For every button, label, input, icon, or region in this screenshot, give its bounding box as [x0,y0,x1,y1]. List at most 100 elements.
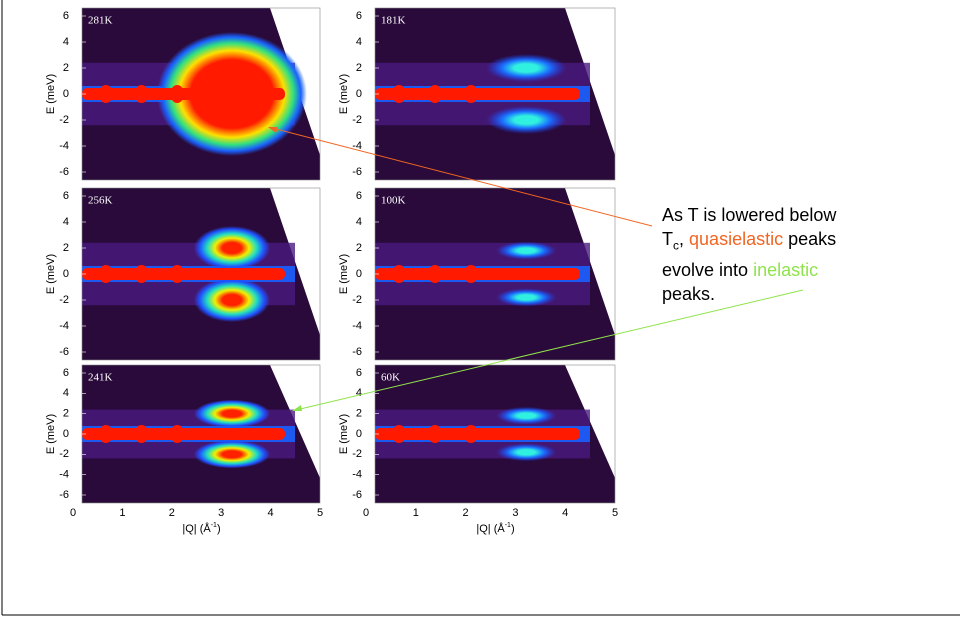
panel: 241K 6 4 2 0 -2 -4 -6 E (meV) [45,364,321,504]
intensity-peak [486,106,567,134]
y-tick-label: 0 [356,268,362,280]
x-axis-label: ) [511,523,515,535]
arrow [295,289,804,411]
y-tick-label: -2 [59,114,69,126]
x-tick-label: 3 [218,507,224,519]
panel-label: 100K [381,195,406,207]
y-tick-label: -2 [352,294,362,306]
annotation-text: c [673,238,679,253]
elastic-line [98,265,113,283]
elastic-line [392,265,406,283]
y-tick-label: -4 [352,320,362,332]
y-tick-label: 6 [63,190,69,202]
y-axis-label: E (meV) [45,74,57,114]
annotation-text: inelastic [753,259,819,280]
elastic-line [170,425,185,443]
x-axis-label: ) [217,523,221,535]
panel-label: 181K [381,15,406,27]
y-tick-label: 6 [356,190,362,202]
elastic-line [428,265,442,283]
x-tick-label: 5 [317,507,323,519]
y-tick-label: 4 [63,36,69,48]
y-tick-label: 2 [63,62,69,74]
elastic-line [98,425,113,443]
intensity-peak [193,440,270,469]
elastic-line [170,85,185,103]
intensity-peak [486,54,567,82]
y-tick-label: 0 [63,268,69,280]
x-tick-label: 1 [119,507,125,519]
annotation-text: T [662,229,673,249]
x-tick-label: 4 [268,507,274,519]
panel: 60K 6 4 2 0 -2 -4 -6 E (meV) [338,364,616,504]
intensity-peak [496,443,557,462]
panel: 281K 6 4 2 0 -2 -4 -6 E (meV) [45,7,321,181]
annotation-text: evolve into [662,259,749,280]
y-tick-label: 4 [63,387,69,399]
annotation-text: As T is lowered below [662,205,837,225]
annotation-text: peaks. [662,283,716,304]
panel-label: 241K [88,372,113,384]
y-axis-label: E (meV) [338,74,350,114]
x-tick-label: 0 [363,507,369,519]
y-tick-label: 4 [356,36,362,48]
y-tick-label: -4 [352,140,362,152]
elastic-line [464,425,478,443]
y-tick-label: -6 [59,489,69,501]
x-tick-label: 0 [70,507,76,519]
y-tick-label: 0 [63,428,69,440]
elastic-line [134,265,149,283]
panel: 256K 6 4 2 0 -2 -4 -6 E (meV) [45,187,321,361]
panel-label: 281K [88,15,113,27]
x-axis-label: |Q| (Å [182,522,211,535]
arrowhead [292,405,302,411]
y-tick-label: -2 [352,114,362,126]
x-tick-label: 3 [512,507,518,519]
y-tick-label: -2 [59,294,69,306]
intensity-peak [193,226,270,270]
y-tick-label: -6 [59,346,69,358]
y-tick-label: 4 [63,216,69,228]
x-tick-label: 2 [463,507,469,519]
y-tick-label: -6 [352,489,362,501]
intensity-peak [496,406,557,425]
y-tick-label: 6 [63,10,69,22]
y-tick-label: 6 [356,10,362,22]
elastic-line [134,425,149,443]
y-tick-label: 2 [63,408,69,420]
y-tick-label: -2 [59,448,69,460]
y-tick-label: -6 [352,346,362,358]
x-tick-label: 5 [612,507,618,519]
y-tick-label: 2 [356,408,362,420]
arrowhead [268,127,278,133]
y-tick-label: 6 [63,367,69,379]
y-tick-label: -6 [59,166,69,178]
panel-label: 256K [88,195,113,207]
x-axis-label: |Q| (Å-1) [476,522,514,535]
y-tick-label: 0 [63,88,69,100]
y-tick-label: 2 [63,242,69,254]
elastic-line [392,85,406,103]
elastic-line [464,265,478,283]
y-tick-label: 2 [356,242,362,254]
elastic-line [134,85,149,103]
elastic-line [428,85,442,103]
panel: 100K 6 4 2 0 -2 -4 -6 E (meV) [338,187,616,361]
elastic-line [170,265,185,283]
y-tick-label: 2 [356,62,362,74]
elastic-line [464,85,478,103]
x-axis-label: -1 [211,522,217,529]
intensity-peak [496,288,557,307]
annotation-text: peaks [788,229,837,249]
y-tick-label: -4 [59,140,69,152]
x-axis-label: |Q| (Å [476,522,505,535]
annotation-text: , [679,229,685,249]
y-axis-label: E (meV) [338,254,350,294]
elastic-line [392,425,406,443]
y-axis-label: E (meV) [45,254,57,294]
elastic-line [98,85,113,103]
y-axis-label: E (meV) [338,414,350,454]
y-axis-label: E (meV) [45,414,57,454]
